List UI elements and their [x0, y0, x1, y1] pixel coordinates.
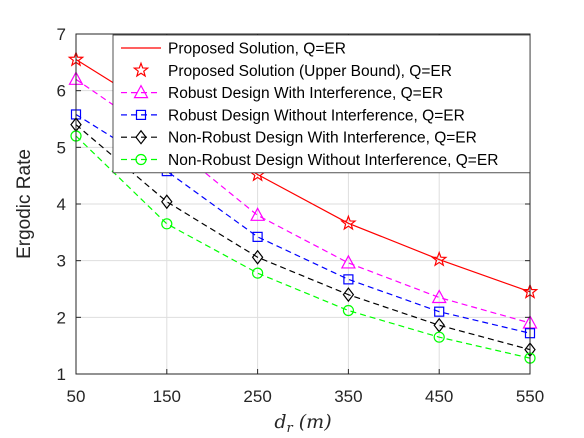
- series-line: [75, 113, 531, 334]
- legend-swatch-marker: [135, 109, 147, 121]
- x-tick-label: 350: [334, 387, 362, 406]
- legend-swatch-marker: [135, 153, 147, 166]
- data-point: [340, 254, 356, 269]
- ticks: 50 150 250 350 450 550 1 2 3 4 5 6 7: [57, 25, 545, 406]
- series-5: [70, 117, 536, 358]
- series-line: [75, 135, 531, 359]
- x-tick-label: 250: [243, 387, 271, 406]
- x-axis-label-unit: (m): [299, 411, 332, 433]
- data-point: [250, 207, 266, 221]
- legend-item: Non-Robust Design Without Interference, …: [121, 152, 498, 169]
- legend-swatch-marker: [132, 61, 150, 78]
- legend-item: Proposed Solution, Q=ER: [121, 41, 346, 58]
- legend-swatch-marker: [133, 84, 149, 99]
- legend-label: Proposed Solution (Upper Bound), Q=ER: [168, 63, 452, 80]
- legend-label: Non-Robust Design Without Interference, …: [168, 152, 498, 169]
- x-axis-label-subscript: r: [287, 421, 294, 436]
- data-point: [340, 214, 357, 231]
- data-point: [431, 289, 447, 304]
- legend-item: Non-Robust Design With Interference, Q=E…: [121, 130, 477, 147]
- x-tick-label: 550: [516, 387, 544, 406]
- y-axis-label: Ergodic Rate: [14, 149, 35, 259]
- legend-item: Robust Design With Interference, Q=ER: [121, 84, 443, 102]
- legend-item: Proposed Solution (Upper Bound), Q=ER: [132, 61, 452, 80]
- x-tick-label: 50: [67, 387, 86, 406]
- x-tick-label: 450: [425, 387, 453, 406]
- data-point: [161, 218, 173, 230]
- y-tick-label: 2: [57, 308, 66, 327]
- x-axis-label: dr (m): [274, 411, 331, 436]
- data-point: [251, 249, 264, 265]
- data-point: [252, 267, 264, 279]
- legend-item: Robust Design Without Interference, Q=ER: [121, 107, 465, 124]
- legend-label: Robust Design With Interference, Q=ER: [168, 85, 443, 102]
- legend-swatch-marker: [135, 129, 147, 145]
- data-point: [434, 306, 445, 317]
- legend-label: Robust Design Without Interference, Q=ER: [168, 107, 465, 124]
- legend-box: [112, 34, 531, 174]
- legend-label: Non-Robust Design With Interference, Q=E…: [168, 130, 477, 147]
- series-line: [75, 124, 531, 351]
- y-tick-label: 3: [57, 252, 66, 271]
- y-tick-label: 4: [57, 195, 66, 214]
- data-point: [433, 331, 445, 343]
- data-point: [430, 250, 448, 267]
- data-point: [342, 304, 354, 317]
- data-point: [343, 274, 354, 285]
- x-tick-label: 150: [153, 387, 181, 406]
- data-point: [252, 231, 263, 242]
- data-point: [342, 287, 355, 303]
- legend: Proposed Solution, Q=ER Proposed Solution…: [112, 34, 531, 174]
- x-axis-label-main: d: [274, 411, 286, 433]
- y-tick-label: 7: [57, 25, 66, 44]
- y-tick-label: 6: [57, 82, 66, 101]
- legend-label: Proposed Solution, Q=ER: [168, 41, 346, 58]
- y-tick-label: 1: [57, 365, 66, 384]
- data-point: [161, 194, 173, 210]
- y-tick-label: 5: [57, 138, 66, 157]
